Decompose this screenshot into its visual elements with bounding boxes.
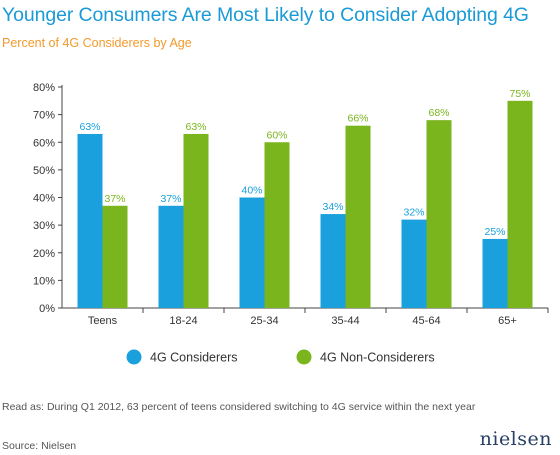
y-tick-label: 20% xyxy=(33,248,55,260)
data-label: 63% xyxy=(79,121,100,133)
x-tick-label: 25-34 xyxy=(250,315,278,327)
y-tick-label: 60% xyxy=(33,137,55,149)
x-tick-label: 45-64 xyxy=(412,315,440,327)
y-tick-label: 10% xyxy=(33,275,55,287)
data-label: 37% xyxy=(160,193,181,205)
data-label: 34% xyxy=(322,201,343,213)
data-label: 60% xyxy=(266,129,287,141)
legend-marker xyxy=(126,349,142,365)
data-label: 40% xyxy=(241,185,262,197)
x-tick-label: 65+ xyxy=(498,315,517,327)
data-label: 25% xyxy=(484,226,505,238)
x-tick-label: Teens xyxy=(88,315,118,327)
data-label: 63% xyxy=(185,121,206,133)
bar xyxy=(239,197,265,308)
bar xyxy=(320,214,346,308)
y-tick-label: 0% xyxy=(39,303,55,315)
chart-legend: 4G Considerers 4G Non-Considerers xyxy=(126,349,435,365)
chart-subtitle: Percent of 4G Considerers by Age xyxy=(2,36,192,50)
bar xyxy=(482,238,508,308)
bar-chart: 0% 10% 20% 30% 40% 50% 60% 70% 80% Teens 18-24 25-3… xyxy=(33,82,549,365)
data-label: 32% xyxy=(403,207,424,219)
data-label: 68% xyxy=(428,107,449,119)
chart-bars: 63% 37% 37% 63% 40% 60% 34% 66% 32% 68% 25% 75% xyxy=(77,88,533,309)
bar xyxy=(158,205,184,308)
source-text: Source: Nielsen xyxy=(2,440,77,452)
legend-marker xyxy=(296,349,312,365)
y-tick-label: 80% xyxy=(33,82,55,94)
bar xyxy=(345,125,371,308)
y-tick-label: 70% xyxy=(33,110,55,122)
chart-axes: 0% 10% 20% 30% 40% 50% 60% 70% 80% Teens 18-24 25-3… xyxy=(33,82,549,327)
bar xyxy=(401,219,427,308)
data-label: 75% xyxy=(509,88,530,100)
bar xyxy=(264,142,290,308)
nielsen-logo: nielsen xyxy=(479,428,552,450)
bar xyxy=(507,100,533,308)
read-as-note: Read as: During Q1 2012, 63 percent of t… xyxy=(2,401,476,413)
legend-label: 4G Non-Considerers xyxy=(320,351,435,365)
bar xyxy=(426,120,452,309)
x-tick-label: 35-44 xyxy=(331,315,359,327)
bar xyxy=(102,205,128,308)
data-label: 37% xyxy=(104,193,125,205)
y-tick-label: 30% xyxy=(33,220,55,232)
y-tick-label: 40% xyxy=(33,193,55,205)
legend-label: 4G Considerers xyxy=(150,351,238,365)
bar xyxy=(77,133,103,308)
bar xyxy=(183,133,209,308)
x-tick-label: 18-24 xyxy=(169,315,197,327)
y-tick-label: 50% xyxy=(33,165,55,177)
data-label: 66% xyxy=(347,113,368,125)
chart-title: Younger Consumers Are Most Likely to Con… xyxy=(2,4,529,26)
